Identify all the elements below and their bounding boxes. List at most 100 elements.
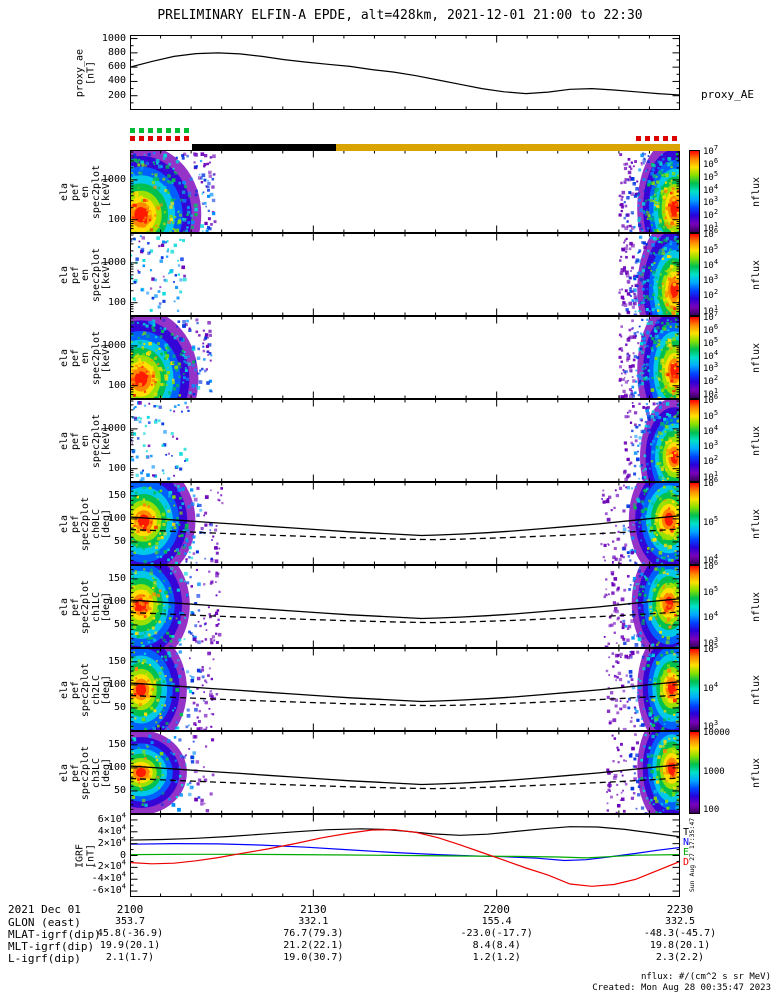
panel-ela-pef-spec2plot-ch3LC [130, 731, 680, 814]
science-zone-green-dashes [130, 128, 194, 133]
annotation-value: 332.5 [664, 916, 696, 927]
colorbar-axis-label-ela-pef-en-spec2plot-1-text: nflux [750, 176, 762, 207]
colorbar-tick-label: 103 [703, 361, 719, 375]
colorbar-tick-label: 104 [703, 182, 719, 196]
annotation-row-label: MLAT-igrf(dip) [8, 928, 101, 941]
annotation-value: 332.1 [298, 916, 329, 927]
x-tick-label: 2130 [300, 903, 327, 916]
mode-bar-black [192, 144, 337, 151]
y-tick-label: 100 [107, 761, 126, 773]
colorbar-tick-label: 105 [703, 335, 719, 349]
panel-ela-pef-spec2plot-ch0LC [130, 482, 680, 565]
mode-bar-yellow [336, 144, 680, 151]
colorbar-axis-label-ela-pef-en-spec2plot-3-text: nflux [750, 342, 762, 373]
annotation-row-label: GLON (east) [8, 916, 81, 929]
y-tick-label: 1000 [101, 339, 126, 351]
colorbar-tick-label: 105 [703, 514, 719, 528]
legend-item-E: E [683, 847, 690, 858]
y-axis-label-ela-pef-en-spec2plot-2-text: ela pef en spec2plot [keV] [58, 247, 112, 302]
plot-title: PRELIMINARY ELFIN-A EPDE, alt=428km, 202… [157, 8, 643, 23]
y-tick-label: 0 [119, 849, 126, 861]
annotation-value: -48.3(-45.7) [643, 928, 717, 939]
panel-igrf [130, 814, 680, 897]
x-axis-date-label: 2021 Dec 01 [8, 903, 81, 916]
y-tick-label: 100 [107, 678, 126, 690]
y-axis-label-ela-pef-en-spec2plot-1-text: ela pef en spec2plot [keV] [58, 164, 112, 219]
colorbar-tick-label: 105 [703, 242, 719, 256]
colorbar-tick-label: 103 [703, 718, 719, 732]
colorbar-tick-label: 105 [703, 408, 719, 422]
colorbar-tick-label: 10000 [703, 728, 731, 739]
colorbar-tick-label: 101 [703, 469, 719, 483]
y-tick-label: 1000 [101, 32, 126, 44]
colorbar-tick-label: 104 [703, 552, 719, 566]
panel-ela-pef-spec2plot-ch1LC [130, 565, 680, 648]
colorbar-ela-pef-spec2plot-ch3LC [689, 731, 700, 814]
annotation-value: 1.2(1.2) [472, 952, 521, 963]
colorbar-tick-label: 106 [703, 157, 719, 171]
colorbar-tick-label: 102 [703, 373, 719, 387]
y-tick-label: -2×104 [91, 859, 126, 873]
annotation-value: 76.7(79.3) [283, 928, 344, 939]
colorbar-tick-label: 104 [703, 423, 719, 437]
colorbar-tick-label: 106 [703, 559, 719, 573]
y-tick-label: 1000 [101, 173, 126, 185]
colorbar-tick-label: 101 [703, 303, 719, 317]
annotation-value: 19.0(30.7) [283, 952, 344, 963]
annotation-value: 45.8(-36.9) [96, 928, 164, 939]
y-tick-label: 400 [107, 75, 126, 87]
y-axis-label-ela-pef-en-spec2plot-4-text: ela pef en spec2plot [keV] [58, 413, 112, 468]
legend-item-D: D [683, 857, 690, 868]
proxy-ae-line-label: proxy_AE [701, 88, 754, 101]
y-tick-label: 100 [107, 296, 126, 308]
y-tick-label: 6×104 [97, 811, 126, 825]
colorbar-ela-pef-en-spec2plot-1 [689, 150, 700, 233]
colorbar-tick-label: 101 [703, 386, 719, 400]
annotation-value: 8.4(8.4) [472, 940, 521, 951]
colorbar-tick-label: 103 [703, 273, 719, 287]
y-tick-label: 200 [107, 89, 126, 101]
colorbar-ela-pef-spec2plot-ch2LC [689, 648, 700, 731]
colorbar-tick-label: 100 [703, 804, 720, 815]
annotation-value: 21.2(22.1) [283, 940, 344, 951]
y-tick-label: 100 [107, 512, 126, 524]
colorbar-tick-label: 104 [703, 610, 719, 624]
y-tick-label: 150 [107, 655, 126, 667]
y-tick-label: 600 [107, 61, 126, 73]
colorbar-tick-label: 105 [703, 584, 719, 598]
colorbar-ela-pef-en-spec2plot-4 [689, 399, 700, 482]
colorbar-ela-pef-en-spec2plot-2 [689, 233, 700, 316]
annotation-value: 19.8(20.1) [649, 940, 711, 951]
colorbar-tick-label: 102 [703, 454, 719, 468]
y-tick-label: 50 [113, 784, 126, 796]
y-tick-label: -4×104 [91, 870, 126, 885]
y-axis-label-ela-pef-spec2plot-ch2LC-text: ela pef spec2plot ch2LC [deg] [58, 662, 112, 717]
nflux-units-note: nflux: #/(cm^2 s sr MeV) [640, 972, 771, 982]
y-tick-label: 100 [107, 595, 126, 607]
colorbar-tick-label: 106 [703, 476, 719, 490]
render-timestamp-side-text: Sun Aug 27 17:35:47 [688, 817, 696, 893]
colorbar-axis-label-ela-pef-spec2plot-ch3LC-text: nflux [750, 757, 762, 788]
y-tick-label: 1000 [101, 256, 126, 268]
y-axis-label-ela-pef-spec2plot-ch3LC-text: ela pef spec2plot ch3LC [deg] [58, 745, 112, 800]
panel-ela-pef-en-spec2plot-4 [130, 399, 680, 482]
x-tick-label: 2200 [483, 903, 510, 916]
colorbar-axis-label-ela-pef-spec2plot-ch2LC-text: nflux [750, 674, 762, 705]
colorbar-tick-label: 106 [703, 393, 719, 407]
annotation-value: 2.1(1.7) [105, 952, 155, 963]
colorbar-axis-label-ela-pef-en-spec2plot-2-text: nflux [750, 259, 762, 290]
y-tick-label: 100 [107, 213, 126, 225]
y-tick-label: 800 [107, 46, 126, 58]
y-axis-label-igrf-text: IGRF [nT] [74, 843, 97, 868]
colorbar-tick-label: 106 [703, 227, 719, 241]
annotation-value: 19.9(20.1) [99, 940, 161, 951]
colorbar-tick-label: 107 [703, 144, 719, 158]
panel-ela-pef-spec2plot-ch2LC [130, 648, 680, 731]
colorbar-tick-label: 1000 [703, 766, 725, 777]
y-tick-label: 150 [107, 489, 126, 501]
colorbar-tick-label: 104 [703, 680, 719, 694]
y-axis-label-proxy-ae-text: proxy_ae [nT] [74, 48, 97, 97]
colorbar-tick-label: 103 [703, 635, 719, 649]
